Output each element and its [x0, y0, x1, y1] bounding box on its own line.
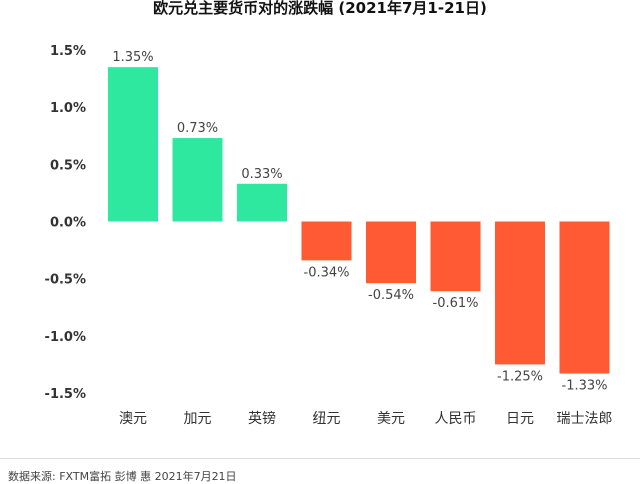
data-label: -0.34%	[304, 265, 350, 280]
bar-chart: 1.5% 1.0% 0.5% 0.0% -0.5% -1.0% -1.5% 1.35% 澳元 0.…	[45, 44, 613, 427]
data-label: -0.54%	[368, 288, 414, 303]
bar	[366, 221, 416, 284]
x-tick-label: 人民币	[435, 411, 477, 427]
x-tick-label: 英镑	[248, 410, 276, 427]
bar	[430, 221, 481, 292]
data-label: -1.25%	[497, 369, 543, 384]
x-tick-label: 加元	[184, 411, 212, 427]
x-tick-label: 瑞士法郎	[557, 411, 613, 427]
x-tick-label: 纽元	[313, 411, 341, 427]
bar	[559, 221, 610, 374]
data-label: 0.33%	[241, 167, 282, 182]
bar	[237, 183, 287, 222]
x-tick-label: 美元	[377, 411, 405, 427]
x-tick-label: 澳元	[119, 411, 147, 427]
y-tick-label: 0.0%	[50, 216, 86, 231]
bar	[172, 138, 223, 222]
data-label: 1.35%	[112, 50, 153, 65]
y-tick-label: -0.5%	[45, 273, 86, 288]
y-tick-label: -1.5%	[45, 387, 86, 402]
y-tick-label: 0.5%	[50, 158, 86, 173]
y-tick-label: 1.5%	[50, 44, 86, 59]
chart-title: 欧元兑主要货币对的涨跌幅 (2021年7月1-21日)	[153, 0, 487, 17]
footer-divider	[0, 458, 640, 459]
y-tick-label: 1.0%	[50, 101, 86, 116]
x-tick-label: 日元	[506, 411, 534, 427]
data-label: 0.73%	[177, 121, 218, 136]
data-label: -1.33%	[562, 379, 608, 394]
y-tick-label: -1.0%	[45, 330, 86, 345]
bar	[108, 67, 158, 222]
data-label: -0.61%	[433, 296, 479, 311]
bar	[301, 221, 352, 261]
bar	[495, 221, 545, 365]
source-note: 数据来源: FXTM富拓 彭博 惠 2021年7月21日	[8, 470, 237, 483]
